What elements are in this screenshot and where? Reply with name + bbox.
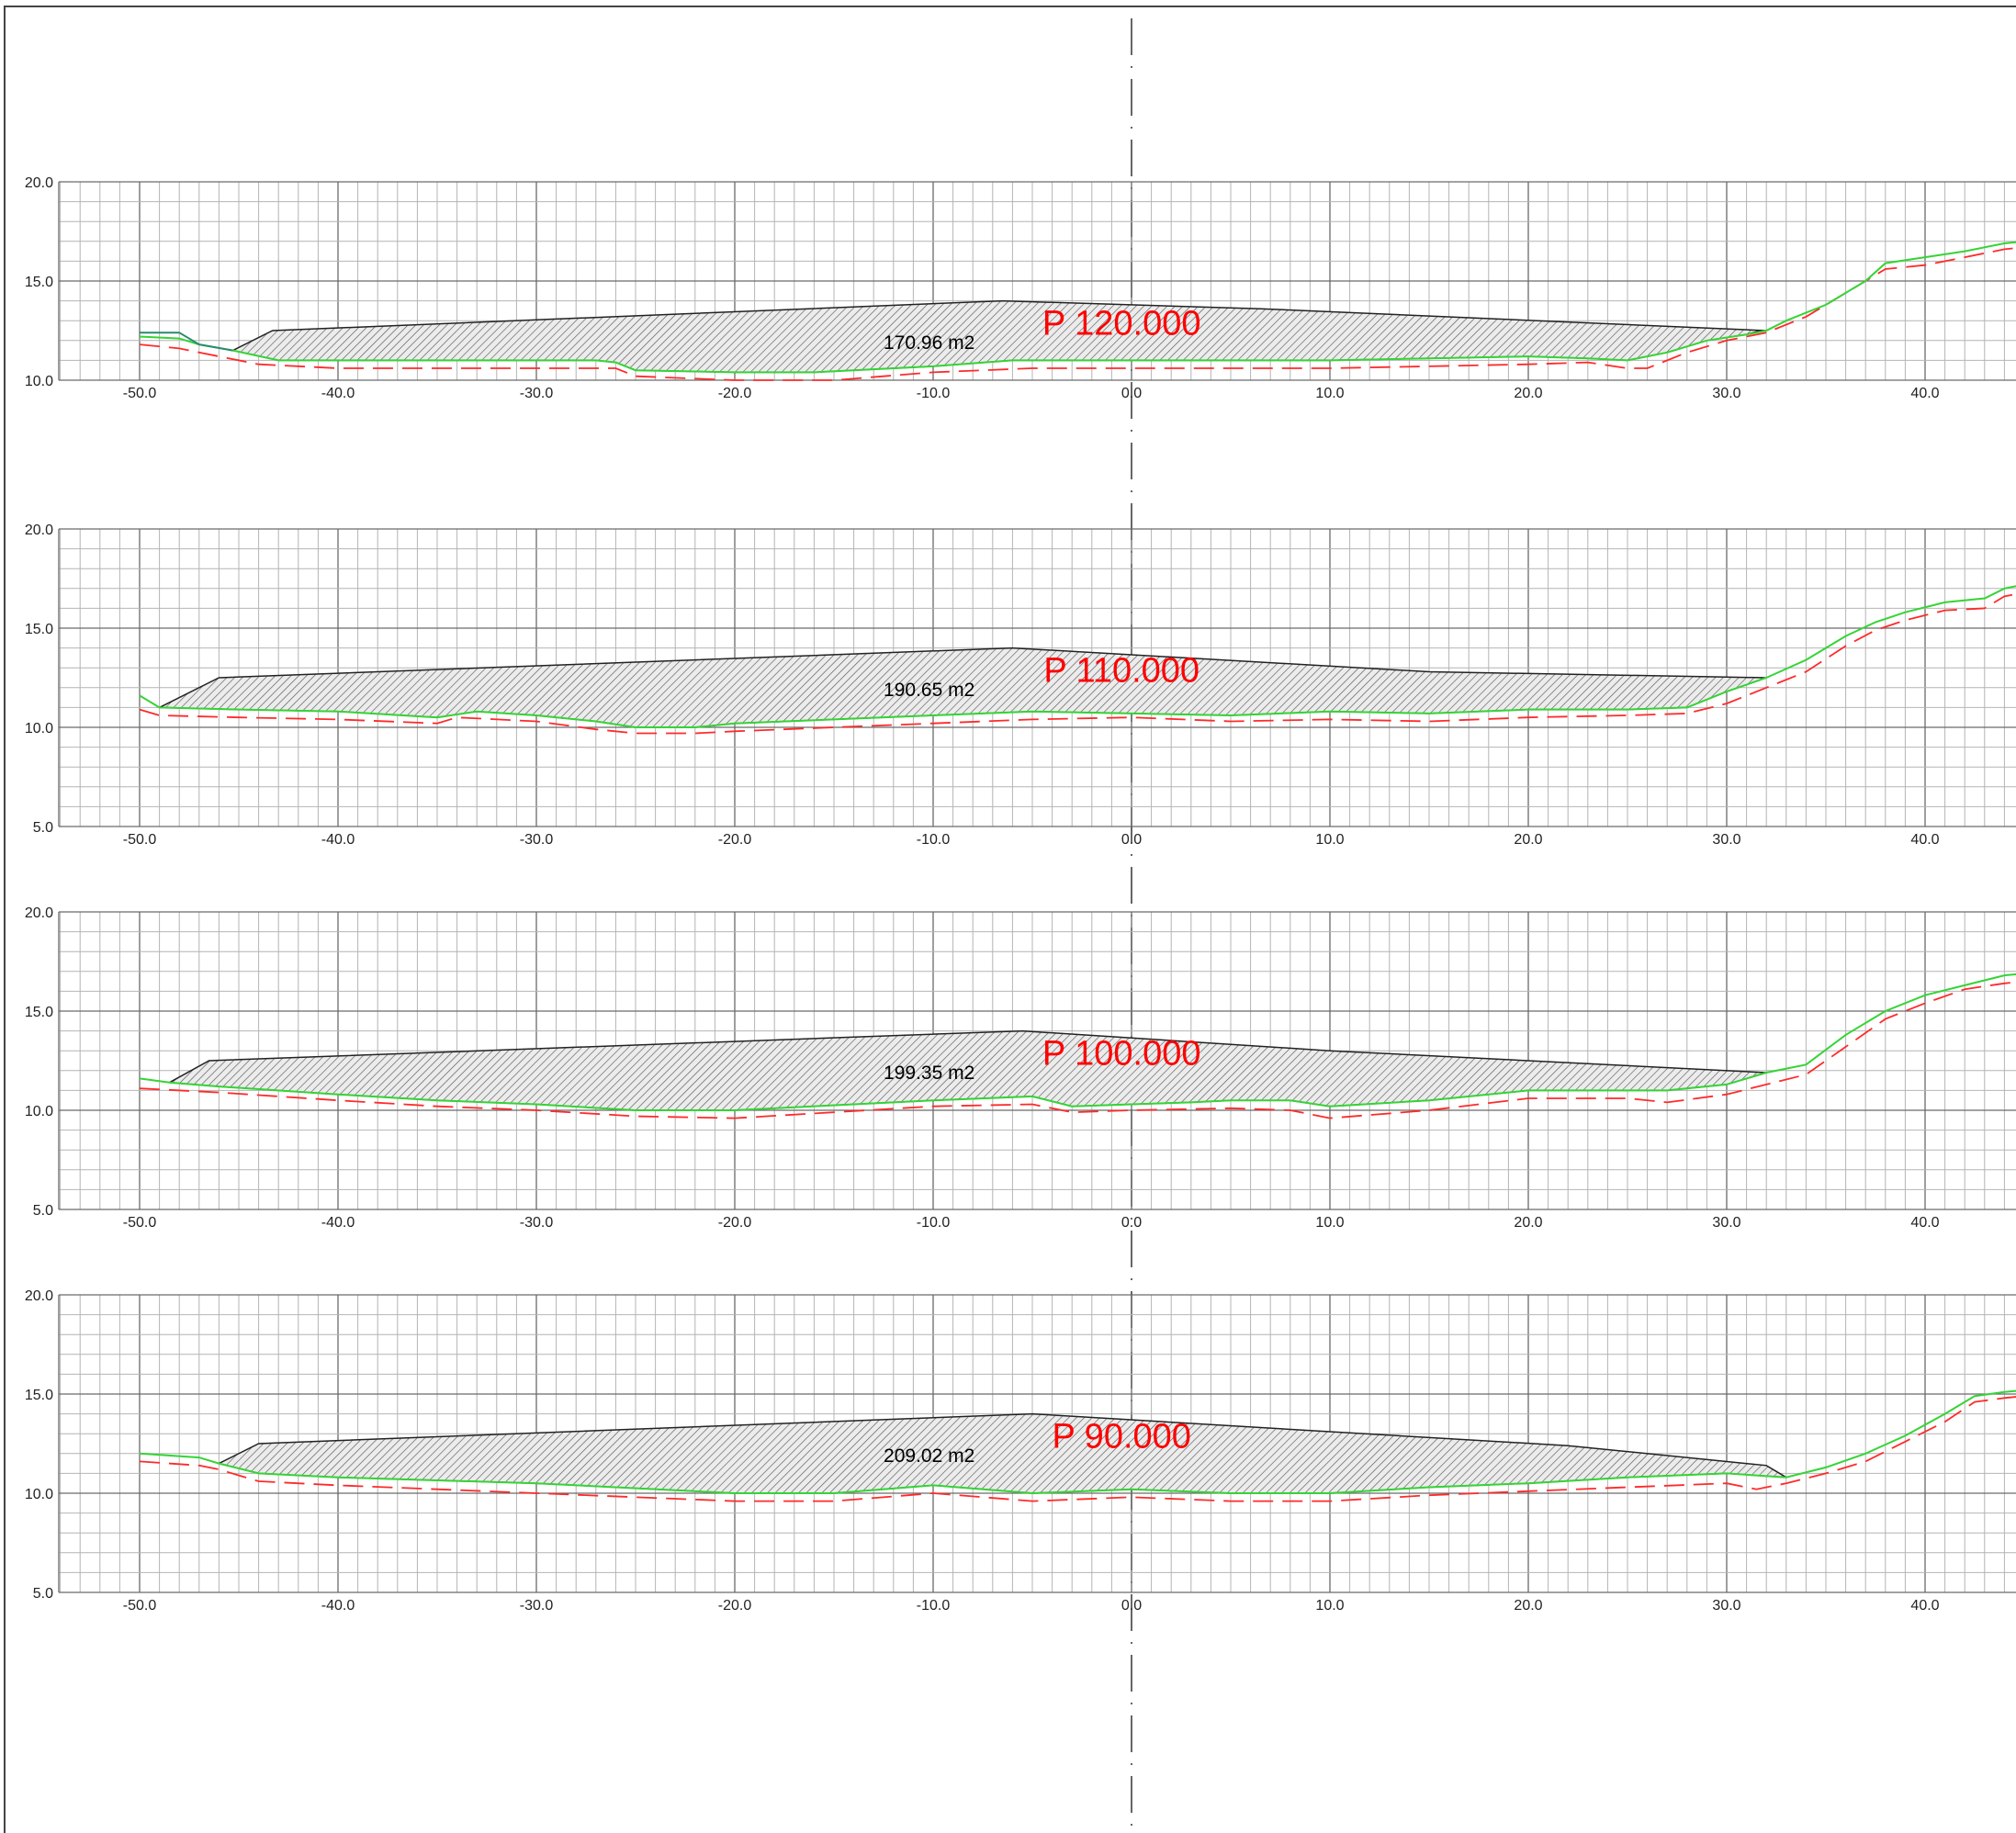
- x-tick-label: 30.0: [1712, 832, 1740, 848]
- y-tick-label: 5.0: [33, 820, 53, 836]
- y-tick-label: 10.0: [25, 374, 53, 389]
- y-tick-label: 20.0: [25, 523, 53, 538]
- x-tick-label: 30.0: [1712, 386, 1740, 401]
- area-label: 209.02 m2: [884, 1445, 974, 1467]
- ground-line: [139, 241, 2016, 374]
- x-tick-label: -20.0: [718, 386, 752, 401]
- x-tick-label: -40.0: [321, 1598, 355, 1614]
- x-tick-label: -40.0: [321, 1215, 355, 1231]
- x-tick-label: 0.0: [1121, 832, 1142, 848]
- x-tick-label: -50.0: [123, 386, 157, 401]
- x-tick-label: -10.0: [917, 1598, 951, 1614]
- ground-line: [139, 585, 2016, 728]
- area-label: 199.35 m2: [884, 1063, 974, 1084]
- y-tick-label: 20.0: [25, 175, 53, 191]
- y-tick-label: 20.0: [25, 905, 53, 921]
- x-tick-label: -20.0: [718, 1598, 752, 1614]
- y-tick-label: 5.0: [33, 1203, 53, 1219]
- x-tick-label: 10.0: [1315, 832, 1344, 848]
- x-tick-label: 10.0: [1315, 1598, 1344, 1614]
- x-tick-label: 20.0: [1514, 386, 1542, 401]
- x-tick-label: 20.0: [1514, 1215, 1542, 1231]
- section-panel: 5.0 10.0 15.0 20.0 -50.0 -40.0 -30.0 -20.0 -10.0…: [25, 1288, 2016, 1614]
- ground-line: [139, 973, 2016, 1111]
- section-panel: 5.0 10.0 15.0 20.0 -50.0 -40.0 -30.0 -20.0 -10.0…: [25, 523, 2016, 848]
- x-tick-label: -30.0: [520, 386, 554, 401]
- station-label: P 120.000: [1042, 305, 1201, 343]
- y-tick-label: 15.0: [25, 1388, 53, 1403]
- x-tick-label: -30.0: [520, 832, 554, 848]
- x-tick-label: -10.0: [917, 1215, 951, 1231]
- section-panel: 10.0 15.0 20.0 -50.0 -40.0 -30.0 -20.0 -10.0 0.0…: [25, 175, 2016, 401]
- x-tick-label: -50.0: [123, 832, 157, 848]
- subgrade-line: [139, 1396, 2016, 1502]
- x-tick-label: -50.0: [123, 1598, 157, 1614]
- x-tick-label: 0.0: [1121, 1598, 1142, 1614]
- x-tick-label: 30.0: [1712, 1598, 1740, 1614]
- x-tick-label: -10.0: [917, 832, 951, 848]
- drawing-frame: [4, 6, 2016, 1833]
- station-label: P 100.000: [1042, 1035, 1201, 1074]
- station-label: P 110.000: [1043, 652, 1199, 691]
- y-tick-label: 5.0: [33, 1586, 53, 1602]
- x-tick-label: 40.0: [1910, 1215, 1939, 1231]
- x-tick-label: 30.0: [1712, 1215, 1740, 1231]
- x-tick-label: -10.0: [917, 386, 951, 401]
- section-panel: 5.0 10.0 15.0 20.0 -50.0 -40.0 -30.0 -20.0 -10.0…: [25, 905, 2016, 1231]
- sections-group: 10.0 15.0 20.0 -50.0 -40.0 -30.0 -20.0 -10.0 0.0…: [25, 175, 2016, 1614]
- y-tick-label: 10.0: [25, 721, 53, 737]
- x-tick-label: 0.0: [1121, 386, 1142, 401]
- x-tick-label: 40.0: [1910, 832, 1939, 848]
- old-ground-line: [140, 332, 233, 352]
- y-tick-label: 15.0: [25, 1005, 53, 1020]
- area-label: 190.65 m2: [884, 680, 974, 701]
- x-tick-label: -50.0: [123, 1215, 157, 1231]
- area-label: 170.96 m2: [884, 332, 974, 354]
- x-tick-label: 10.0: [1315, 1215, 1344, 1231]
- x-tick-label: -20.0: [718, 832, 752, 848]
- station-label: P 90.000: [1052, 1418, 1190, 1456]
- x-tick-label: -30.0: [520, 1215, 554, 1231]
- y-tick-label: 15.0: [25, 275, 53, 290]
- x-tick-label: 40.0: [1910, 386, 1939, 401]
- x-tick-label: 20.0: [1514, 1598, 1542, 1614]
- subgrade-line: [139, 981, 2016, 1119]
- x-tick-label: -40.0: [321, 832, 355, 848]
- y-tick-label: 20.0: [25, 1288, 53, 1304]
- x-tick-label: 40.0: [1910, 1598, 1939, 1614]
- x-tick-label: 10.0: [1315, 386, 1344, 401]
- x-tick-label: -30.0: [520, 1598, 554, 1614]
- y-tick-label: 10.0: [25, 1104, 53, 1119]
- x-tick-label: 20.0: [1514, 832, 1542, 848]
- y-tick-label: 10.0: [25, 1487, 53, 1502]
- x-tick-label: 0.0: [1121, 1215, 1142, 1231]
- x-tick-label: -20.0: [718, 1215, 752, 1231]
- y-tick-label: 15.0: [25, 622, 53, 637]
- x-tick-label: -40.0: [321, 386, 355, 401]
- ground-line: [139, 1389, 2016, 1495]
